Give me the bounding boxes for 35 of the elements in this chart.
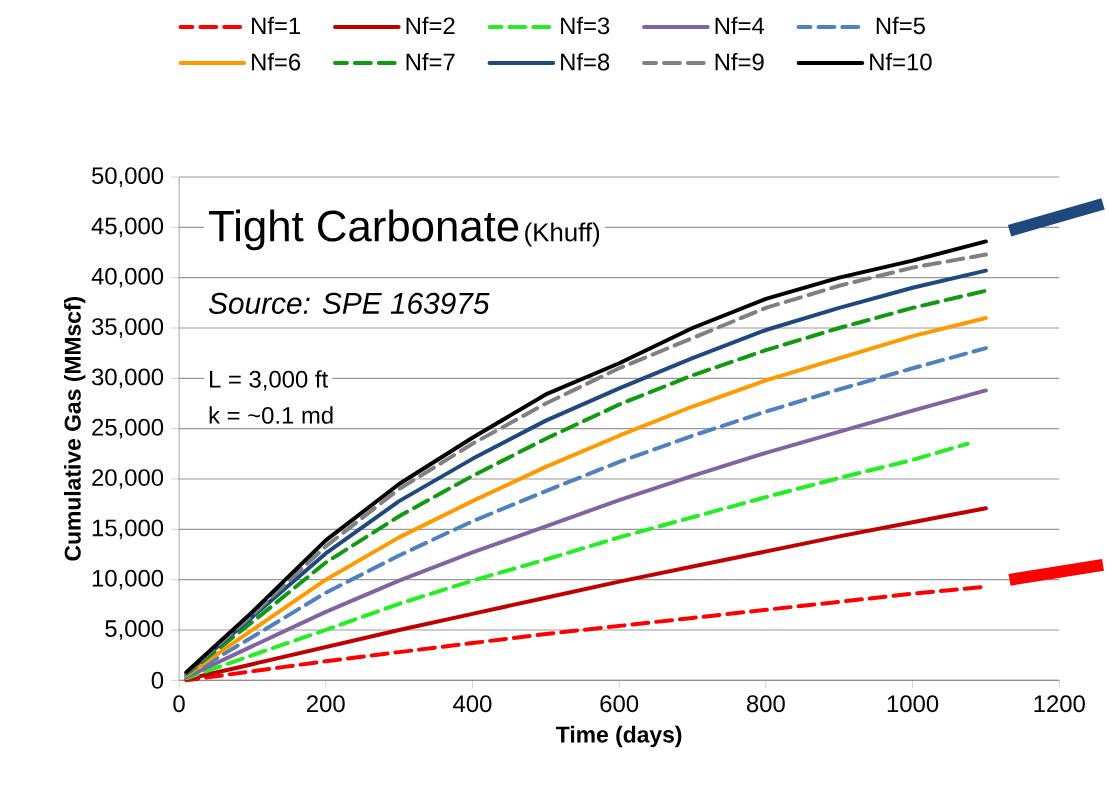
x-tick-label: 200 <box>307 695 345 713</box>
x-tick-label: 1000 <box>887 695 939 713</box>
legend-label: Nf=8 <box>561 53 610 71</box>
y-tick-label: 20,000 <box>92 469 164 489</box>
y-tick-label: 35,000 <box>91 318 164 339</box>
y-tick-label: 10,000 <box>92 569 164 590</box>
x-tick-label: 0 <box>173 695 185 713</box>
annotation: (Khuff) <box>525 222 600 247</box>
annotation: Tight Carbonate <box>209 209 519 251</box>
y-tick-label: 15,000 <box>92 519 164 540</box>
legend-label: Nf=5 <box>876 16 925 35</box>
legend-label: Nf=10 <box>870 53 932 71</box>
x-axis-title: Time (days) <box>556 726 682 748</box>
legend-label: Nf=3 <box>561 16 610 35</box>
legend-label: Nf=7 <box>406 53 455 71</box>
y-tick-label: 45,000 <box>91 217 164 238</box>
annotation: k = ~0.1 md <box>209 406 333 424</box>
x-tick-label: 800 <box>746 695 785 713</box>
y-tick-label: 0 <box>151 672 164 689</box>
y-tick-label: 50,000 <box>92 167 164 188</box>
y-tick-label: 40,000 <box>91 267 164 288</box>
annotation: Source: SPE 163975 <box>208 292 490 315</box>
y-tick-label: 25,000 <box>92 418 164 439</box>
y-tick-label: 5,000 <box>105 620 164 640</box>
y-tick-label: 30,000 <box>91 368 164 389</box>
legend-label: Nf=9 <box>715 53 764 71</box>
annotation: L = 3,000 ft <box>210 370 328 391</box>
x-tick-label: 1200 <box>1034 695 1085 713</box>
legend-label: Nf=6 <box>252 53 301 71</box>
y-axis-title: Cumulative Gas (MMscf) <box>64 297 86 561</box>
x-tick-label: 600 <box>600 695 639 713</box>
legend-label: Nf=2 <box>406 16 455 35</box>
x-tick-label: 400 <box>453 695 492 713</box>
legend-label: Nf=1 <box>252 16 301 35</box>
legend-label: Nf=4 <box>715 16 765 35</box>
